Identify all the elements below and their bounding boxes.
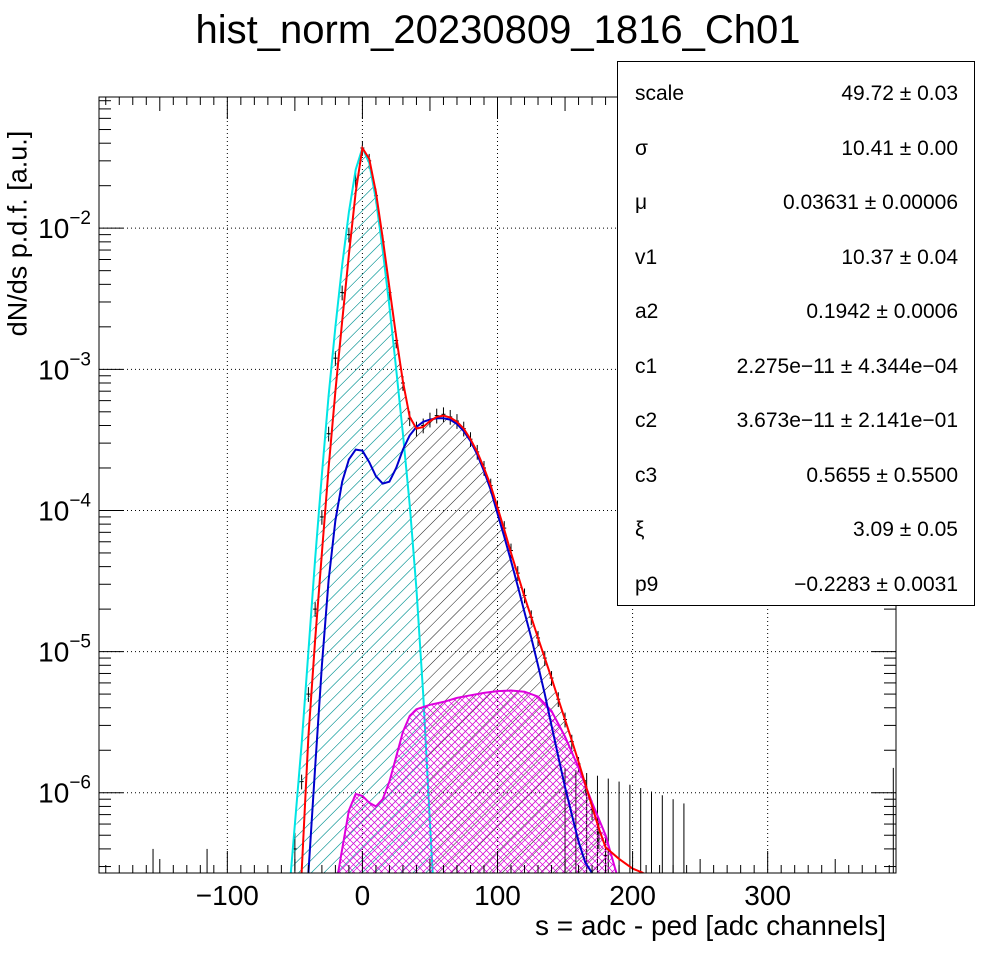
x-tick-label: 200 — [609, 880, 656, 911]
stat-row: μ 0.03631 ± 0.00006 — [618, 183, 974, 223]
y-tick-label: 10−5 — [38, 632, 91, 668]
stat-row: scale 49.72 ± 0.03 — [618, 74, 974, 114]
stat-name: a2 — [635, 300, 659, 323]
stat-name: p9 — [635, 572, 659, 596]
y-tick-label: 10−4 — [38, 490, 91, 526]
x-tick-label: 100 — [474, 880, 521, 911]
stat-name: c2 — [635, 409, 658, 432]
series-3-line — [307, 417, 593, 873]
series-4-hatch-fill — [338, 690, 617, 873]
y-tick-label: 10−3 — [38, 349, 91, 385]
stat-value: 3.09 ± 0.05 — [853, 518, 958, 541]
stat-name: σ — [635, 136, 648, 160]
x-axis-label: s = adc - ped [adc channels] — [535, 910, 886, 941]
stat-name: scale — [635, 82, 685, 105]
x-tick-label: 300 — [744, 880, 791, 911]
series-4-line — [337, 689, 618, 873]
stat-name: c3 — [635, 463, 658, 487]
stat-row: v1 10.37 ± 0.04 — [618, 238, 974, 278]
stat-name: c1 — [635, 354, 658, 378]
stat-row: c2 3.673e−11 ± 2.141e−01 — [618, 401, 974, 441]
x-tick-label: 0 — [355, 880, 371, 911]
stat-value: −0.2283 ± 0.0031 — [794, 572, 958, 596]
y-tick-label: 10−2 — [38, 208, 91, 244]
stat-name: μ — [635, 191, 648, 214]
x-tick-label: −100 — [196, 880, 259, 911]
stat-row: c1 2.275e−11 ± 4.344e−04 — [618, 347, 974, 387]
stat-name: v1 — [635, 245, 658, 269]
stat-row: c3 0.5655 ± 0.5500 — [618, 456, 974, 496]
stat-value: 3.673e−11 ± 2.141e−01 — [736, 409, 958, 432]
stat-value: 49.72 ± 0.03 — [841, 82, 958, 105]
stat-row: ξ 3.09 ± 0.05 — [618, 510, 974, 550]
stat-row: a2 0.1942 ± 0.0006 — [618, 292, 974, 332]
stat-value: 0.03631 ± 0.00006 — [782, 191, 958, 214]
stat-value: 0.1942 ± 0.0006 — [806, 300, 958, 323]
chart-title: hist_norm_20230809_1816_Ch01 — [195, 8, 801, 52]
series-1-line — [300, 145, 644, 873]
y-tick-label: 10−6 — [38, 773, 91, 809]
stat-value: 10.41 ± 0.00 — [841, 136, 958, 160]
stat-row: p9 −0.2283 ± 0.0031 — [618, 565, 974, 605]
stat-value: 2.275e−11 ± 4.344e−04 — [736, 354, 958, 378]
stat-name: ξ — [635, 518, 645, 541]
series-2-hatch-fill — [290, 148, 433, 873]
fit-statistics-box: scale 49.72 ± 0.03 σ 10.41 ± 0.00 μ 0.03631 ±… — [617, 61, 975, 606]
stat-value: 10.37 ± 0.04 — [841, 245, 958, 269]
stat-row: σ 10.41 ± 0.00 — [618, 129, 974, 169]
stat-value: 0.5655 ± 0.5500 — [806, 463, 958, 487]
